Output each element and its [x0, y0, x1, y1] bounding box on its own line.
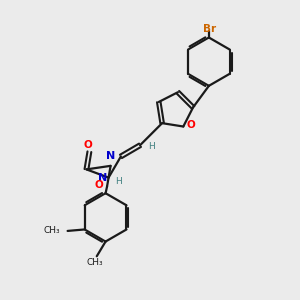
- Text: Br: Br: [203, 24, 216, 34]
- Text: N: N: [106, 151, 116, 161]
- Text: N: N: [98, 173, 107, 183]
- Text: O: O: [187, 120, 196, 130]
- Text: CH₃: CH₃: [87, 258, 104, 267]
- Text: H: H: [115, 177, 122, 186]
- Text: O: O: [83, 140, 92, 150]
- Text: H: H: [148, 142, 155, 151]
- Text: CH₃: CH₃: [44, 226, 60, 236]
- Text: O: O: [94, 180, 103, 190]
